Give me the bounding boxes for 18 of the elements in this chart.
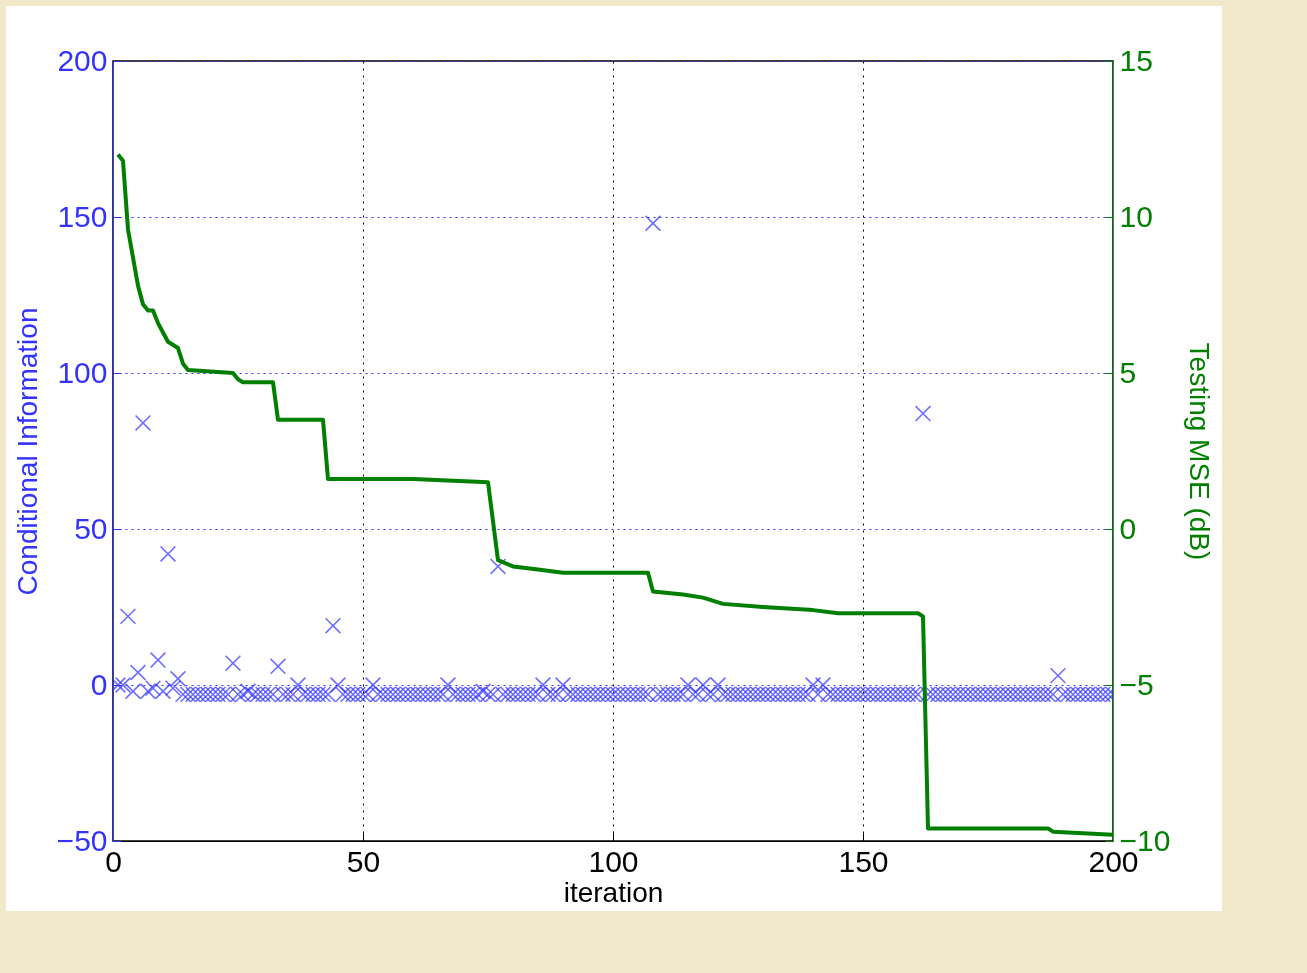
- y2-axis-title: Testing MSE (dB): [1184, 342, 1216, 561]
- x-tick-label: 150: [838, 844, 889, 878]
- x-axis-title: iteration: [563, 876, 664, 908]
- x-tick-label: 50: [346, 844, 381, 878]
- y-tick-label: 50: [74, 511, 108, 545]
- y2-tick-label: 10: [1119, 199, 1153, 233]
- line-series: [116, 152, 1113, 837]
- y-tick-label: 0: [90, 667, 108, 701]
- y2-tick-label: 5: [1119, 355, 1137, 389]
- y-tick-label: 200: [57, 43, 108, 77]
- y2-tick-label: −5: [1119, 667, 1154, 701]
- y-axis-title: Conditional Information: [11, 307, 43, 596]
- y-tick-label: −50: [56, 823, 108, 857]
- x-tick-label: 100: [588, 844, 639, 878]
- y2-tick-label: 15: [1119, 43, 1153, 77]
- y-tick-label: 100: [57, 355, 108, 389]
- y2-tick-label: 0: [1119, 511, 1137, 545]
- y-tick-label: 150: [57, 199, 108, 233]
